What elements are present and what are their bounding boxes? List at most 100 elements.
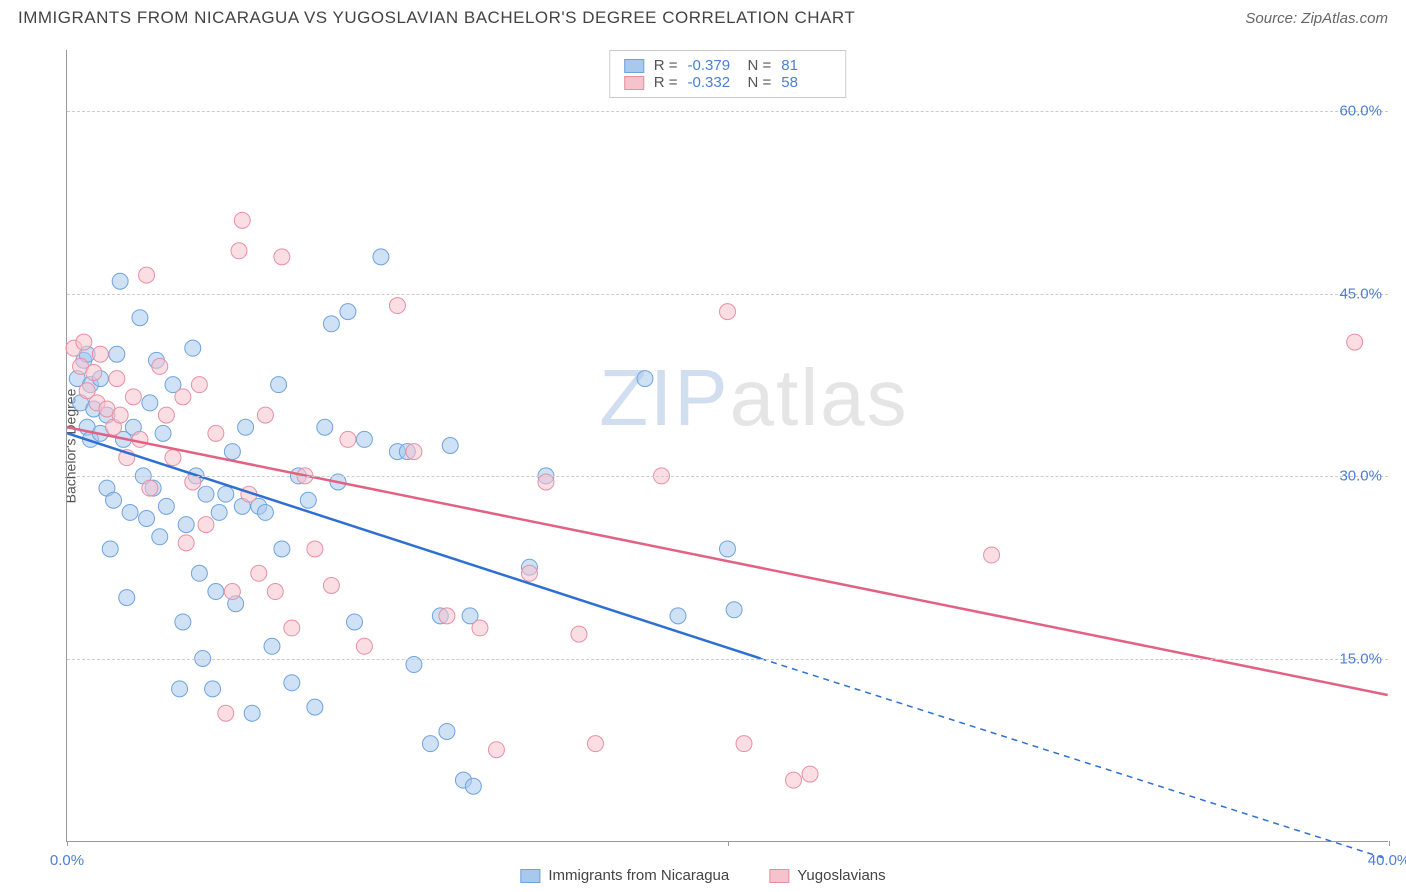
y-tick-label: 30.0%: [1339, 468, 1382, 485]
data-point: [271, 377, 287, 393]
data-point: [224, 444, 240, 460]
data-point: [347, 614, 363, 630]
legend-swatch: [624, 76, 644, 90]
source-attribution: Source: ZipAtlas.com: [1245, 10, 1388, 28]
data-point: [172, 681, 188, 697]
data-point: [234, 212, 250, 228]
data-point: [109, 346, 125, 362]
data-point: [76, 334, 92, 350]
source-value: ZipAtlas.com: [1301, 10, 1388, 27]
data-point: [786, 772, 802, 788]
data-point: [274, 541, 290, 557]
data-point: [300, 492, 316, 508]
data-point: [132, 310, 148, 326]
data-point: [284, 620, 300, 636]
stats-legend-row: R = -0.379 N = 81: [624, 57, 832, 74]
r-label: R =: [654, 57, 678, 74]
x-tick-mark: [1389, 841, 1390, 846]
chart-area: Bachelor's Degree ZIPatlas R =-0.379N =8…: [18, 40, 1388, 852]
r-label: R =: [654, 74, 678, 91]
data-point: [488, 742, 504, 758]
data-point: [267, 584, 283, 600]
data-point: [165, 450, 181, 466]
gridline: [67, 111, 1388, 112]
legend-item: Yugoslavians: [769, 867, 885, 884]
n-label: N =: [748, 74, 772, 91]
data-point: [231, 243, 247, 259]
data-point: [720, 304, 736, 320]
n-label: N =: [748, 57, 772, 74]
data-point: [802, 766, 818, 782]
data-point: [122, 504, 138, 520]
gridline: [67, 294, 1388, 295]
data-point: [284, 675, 300, 691]
data-point: [340, 304, 356, 320]
x-tick-mark: [728, 841, 729, 846]
data-point: [736, 736, 752, 752]
data-point: [307, 541, 323, 557]
data-point: [238, 419, 254, 435]
gridline: [67, 476, 1388, 477]
plot-region: ZIPatlas R =-0.379N =81R =-0.332N =58 15…: [66, 50, 1388, 842]
legend-swatch: [520, 869, 540, 883]
data-point: [257, 504, 273, 520]
data-point: [112, 273, 128, 289]
data-point: [587, 736, 603, 752]
data-point: [720, 541, 736, 557]
data-point: [984, 547, 1000, 563]
chart-title: IMMIGRANTS FROM NICARAGUA VS YUGOSLAVIAN…: [18, 8, 855, 28]
data-point: [178, 517, 194, 533]
r-value: -0.332: [688, 74, 738, 91]
data-point: [152, 529, 168, 545]
data-point: [198, 486, 214, 502]
data-point: [406, 444, 422, 460]
data-point: [472, 620, 488, 636]
data-point: [132, 431, 148, 447]
data-point: [178, 535, 194, 551]
data-point: [389, 298, 405, 314]
data-point: [323, 316, 339, 332]
data-point: [670, 608, 686, 624]
x-tick-label: 40.0%: [1368, 852, 1406, 869]
trend-line: [67, 427, 1387, 695]
data-point: [86, 364, 102, 380]
data-point: [224, 584, 240, 600]
series-legend: Immigrants from Nicaragua Yugoslavians: [520, 867, 885, 884]
data-point: [208, 425, 224, 441]
legend-swatch: [624, 59, 644, 73]
data-point: [373, 249, 389, 265]
data-point: [191, 377, 207, 393]
trend-line-dashed: [761, 658, 1388, 859]
n-value: 58: [781, 74, 831, 91]
gridline: [67, 659, 1388, 660]
data-point: [109, 371, 125, 387]
data-point: [106, 492, 122, 508]
r-value: -0.379: [688, 57, 738, 74]
data-point: [205, 681, 221, 697]
data-point: [142, 395, 158, 411]
data-point: [340, 431, 356, 447]
y-tick-label: 60.0%: [1339, 102, 1382, 119]
data-point: [208, 584, 224, 600]
chart-header: IMMIGRANTS FROM NICARAGUA VS YUGOSLAVIAN…: [18, 8, 1388, 28]
data-point: [251, 565, 267, 581]
data-point: [244, 705, 260, 721]
data-point: [439, 608, 455, 624]
data-point: [317, 419, 333, 435]
data-point: [92, 346, 108, 362]
data-point: [439, 723, 455, 739]
data-point: [175, 389, 191, 405]
data-point: [112, 407, 128, 423]
data-point: [356, 638, 372, 654]
data-point: [637, 371, 653, 387]
data-point: [571, 626, 587, 642]
x-tick-mark: [67, 841, 68, 846]
data-point: [102, 541, 118, 557]
data-point: [1347, 334, 1363, 350]
n-value: 81: [781, 57, 831, 74]
data-point: [158, 407, 174, 423]
data-point: [726, 602, 742, 618]
data-point: [521, 565, 537, 581]
data-point: [307, 699, 323, 715]
legend-item: Immigrants from Nicaragua: [520, 867, 729, 884]
